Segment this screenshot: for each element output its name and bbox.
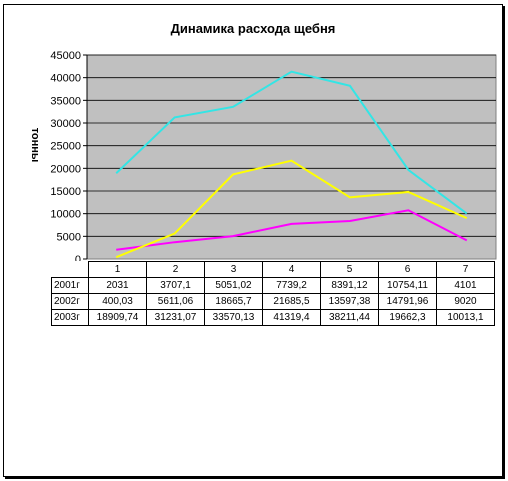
plot-area xyxy=(86,54,497,260)
x-tick-label: 7 xyxy=(436,261,495,278)
data-label: 31231,07 xyxy=(146,309,205,326)
x-tick-label: 3 xyxy=(204,261,263,278)
data-label: 400,03 xyxy=(88,293,147,310)
data-label: 18909,74 xyxy=(88,309,147,326)
series-line-2 xyxy=(115,159,468,259)
y-tick-label: 10000 xyxy=(50,209,81,221)
table-corner xyxy=(51,261,89,278)
data-label: 5611,06 xyxy=(146,293,205,310)
series-name: 2003г xyxy=(51,309,89,326)
x-tick-label: 4 xyxy=(262,261,321,278)
data-label: 3707,1 xyxy=(146,277,205,294)
y-axis-label: тонны xyxy=(29,128,41,163)
table-row: 2002г 400,03 5611,06 18665,7 21685,5 13597,38… xyxy=(51,293,495,310)
data-label: 10013,1 xyxy=(436,309,495,326)
data-label: 2031 xyxy=(88,277,147,294)
chart-plot: 0 5000 10000 15000 20000 25000 30000 35000 40000… xyxy=(29,50,497,266)
y-tick-label: 25000 xyxy=(50,141,81,153)
y-tick-label: 0 xyxy=(75,254,81,266)
y-tick-label: 15000 xyxy=(50,186,81,198)
x-tick-label: 2 xyxy=(146,261,205,278)
chart-title: Динамика расхода щебня xyxy=(170,21,336,36)
data-label: 10754,11 xyxy=(378,277,437,294)
series-line-3 xyxy=(115,70,468,215)
x-tick-label: 6 xyxy=(378,261,437,278)
data-table: 1 2 3 4 5 6 7 2001г 2031 3707,1 5051,02 7739,2 8391,… xyxy=(51,261,495,326)
data-label: 19662,3 xyxy=(378,309,437,326)
x-tick-label: 1 xyxy=(88,261,147,278)
series-name: 2001г xyxy=(51,277,89,294)
data-label: 7739,2 xyxy=(262,277,321,294)
data-label: 8391,12 xyxy=(320,277,379,294)
x-tick-label: 5 xyxy=(320,261,379,278)
data-label: 9020 xyxy=(436,293,495,310)
y-tick-label: 20000 xyxy=(50,163,81,175)
data-label: 18665,7 xyxy=(204,293,263,310)
data-label: 33570,13 xyxy=(204,309,263,326)
y-tick-label: 35000 xyxy=(50,95,81,107)
y-tick-label: 45000 xyxy=(50,50,81,62)
series-name: 2002г xyxy=(51,293,89,310)
data-label: 5051,02 xyxy=(204,277,263,294)
table-row: 2001г 2031 3707,1 5051,02 7739,2 8391,12 10754… xyxy=(51,277,495,294)
data-label: 38211,44 xyxy=(320,309,379,326)
y-tick-label: 40000 xyxy=(50,73,81,85)
y-tick-label: 5000 xyxy=(57,231,81,243)
data-label: 21685,5 xyxy=(262,293,321,310)
series-line-1 xyxy=(116,209,468,251)
chart-frame: 0 5000 10000 15000 20000 25000 30000 35000 40000… xyxy=(3,4,503,477)
data-label: 13597,38 xyxy=(320,293,379,310)
data-label: 4101 xyxy=(436,277,495,294)
y-tick-label: 30000 xyxy=(50,118,81,130)
table-row: 2003г 18909,74 31231,07 33570,13 41319,4 3821… xyxy=(51,309,495,326)
data-label: 14791,96 xyxy=(378,293,437,310)
data-label: 41319,4 xyxy=(262,309,321,326)
